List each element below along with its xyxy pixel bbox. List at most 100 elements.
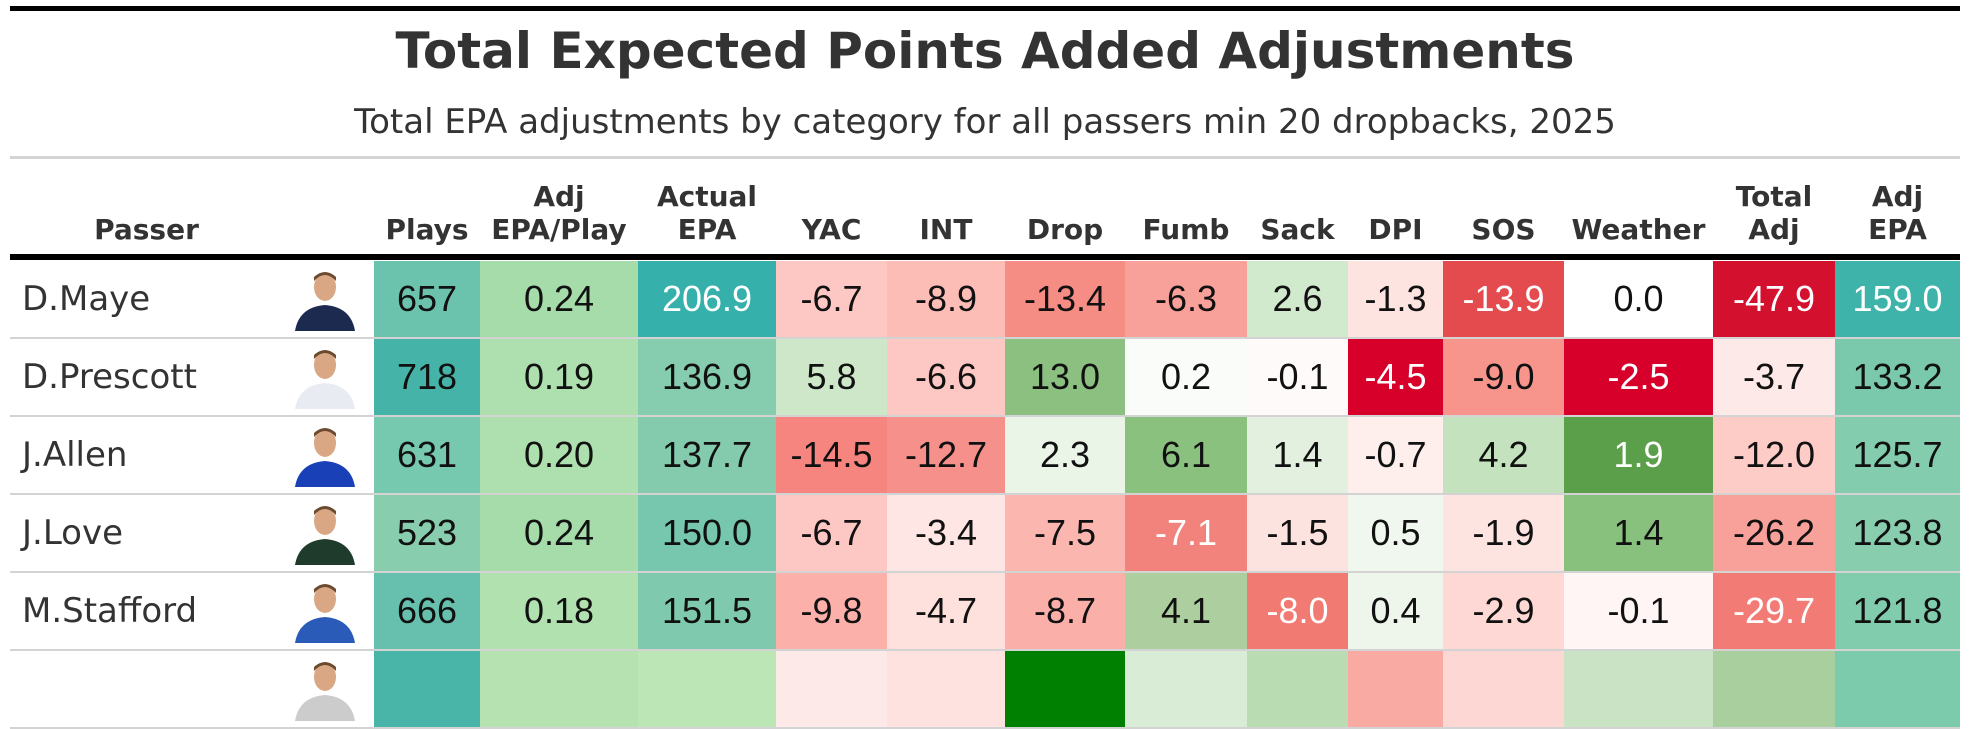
top-rule — [10, 6, 1960, 11]
value-cell: -7.1 — [1125, 495, 1247, 571]
column-header: Sack — [1260, 213, 1335, 246]
value-cell: -8.0 — [1247, 573, 1348, 649]
value-cell: -0.1 — [1564, 573, 1713, 649]
value-cell — [776, 651, 887, 727]
value-cell: -6.7 — [776, 261, 887, 337]
value-cell: -8.9 — [887, 261, 1005, 337]
value-cell: -1.5 — [1247, 495, 1348, 571]
value-cell: 631 — [374, 417, 480, 493]
passer-headshot — [289, 501, 361, 565]
value-cell: 1.4 — [1564, 495, 1713, 571]
value-cell — [1348, 651, 1443, 727]
value-cell: -12.0 — [1713, 417, 1835, 493]
value-cell: 125.7 — [1835, 417, 1960, 493]
value-cell: -0.7 — [1348, 417, 1443, 493]
value-cell: 1.9 — [1564, 417, 1713, 493]
value-cell: 150.0 — [638, 495, 776, 571]
passer-name: D.Prescott — [22, 357, 197, 397]
value-cell: 657 — [374, 261, 480, 337]
row-divider — [10, 493, 1960, 495]
value-cell: 0.0 — [1564, 261, 1713, 337]
value-cell: 151.5 — [638, 573, 776, 649]
table-row: D.Prescott 718 0.19 136.9 5.8 -6.6 13.0 0.2 -0.1… — [0, 339, 1970, 417]
column-header: Adj EPA/Play — [491, 180, 627, 246]
passer-headshot — [289, 345, 361, 409]
value-cell — [1125, 651, 1247, 727]
passer-name: D.Maye — [22, 279, 151, 319]
table-row: J.Love 523 0.24 150.0 -6.7 -3.4 -7.5 -7.1 -1.5 0.… — [0, 495, 1970, 573]
value-cell — [480, 651, 638, 727]
value-cell: -8.7 — [1005, 573, 1125, 649]
row-divider — [10, 649, 1960, 651]
column-header: INT — [919, 213, 973, 246]
passer-headshot — [289, 657, 361, 721]
value-cell: 4.2 — [1443, 417, 1564, 493]
value-cell: 4.1 — [1125, 573, 1247, 649]
value-cell: -1.9 — [1443, 495, 1564, 571]
value-cell: 523 — [374, 495, 480, 571]
row-divider — [10, 337, 1960, 339]
value-cell: -14.5 — [776, 417, 887, 493]
value-cell: -4.7 — [887, 573, 1005, 649]
value-cell: -4.5 — [1348, 339, 1443, 415]
value-cell: -9.8 — [776, 573, 887, 649]
value-cell: 1.4 — [1247, 417, 1348, 493]
table-row: M.Stafford 666 0.18 151.5 -9.8 -4.7 -8.7 4.1 -8.… — [0, 573, 1970, 651]
value-cell: 718 — [374, 339, 480, 415]
value-cell: -47.9 — [1713, 261, 1835, 337]
value-cell: -3.4 — [887, 495, 1005, 571]
value-cell: 0.4 — [1348, 573, 1443, 649]
value-cell — [1564, 651, 1713, 727]
value-cell: 133.2 — [1835, 339, 1960, 415]
passer-name — [10, 651, 283, 727]
table-subtitle: Total EPA adjustments by category for al… — [354, 102, 1616, 142]
value-cell: 0.19 — [480, 339, 638, 415]
passer-headshot — [289, 579, 361, 643]
column-header: YAC — [801, 213, 862, 246]
column-header: Actual EPA — [656, 180, 758, 246]
value-cell: 0.20 — [480, 417, 638, 493]
value-cell: -26.2 — [1713, 495, 1835, 571]
column-header: Plays — [385, 213, 469, 246]
row-divider — [10, 415, 1960, 417]
value-cell: 13.0 — [1005, 339, 1125, 415]
value-cell: 137.7 — [638, 417, 776, 493]
column-header: DPI — [1368, 213, 1423, 246]
value-cell — [887, 651, 1005, 727]
column-header: Weather — [1571, 213, 1706, 246]
value-cell: 0.24 — [480, 495, 638, 571]
column-header: Total Adj — [1735, 180, 1813, 246]
value-cell: -2.9 — [1443, 573, 1564, 649]
value-cell: -0.1 — [1247, 339, 1348, 415]
value-cell: -13.4 — [1005, 261, 1125, 337]
value-cell: -13.9 — [1443, 261, 1564, 337]
value-cell: 0.5 — [1348, 495, 1443, 571]
header-rule — [10, 254, 1960, 260]
value-cell — [1247, 651, 1348, 727]
value-cell: -9.0 — [1443, 339, 1564, 415]
value-cell: -1.3 — [1348, 261, 1443, 337]
value-cell: -6.3 — [1125, 261, 1247, 337]
value-cell: -6.7 — [776, 495, 887, 571]
value-cell — [1443, 651, 1564, 727]
value-cell: 2.3 — [1005, 417, 1125, 493]
row-divider — [10, 571, 1960, 573]
value-cell: -29.7 — [1713, 573, 1835, 649]
passer-headshot — [289, 267, 361, 331]
column-header: Drop — [1026, 213, 1104, 246]
table-row: D.Maye 657 0.24 206.9 -6.7 -8.9 -13.4 -6.3 2.6 -1… — [0, 261, 1970, 339]
title-separator — [10, 156, 1960, 159]
value-cell: -7.5 — [1005, 495, 1125, 571]
value-cell: 136.9 — [638, 339, 776, 415]
value-cell: -2.5 — [1564, 339, 1713, 415]
value-cell: 123.8 — [1835, 495, 1960, 571]
passer-name: J.Love — [22, 513, 124, 553]
table-row: J.Allen 631 0.20 137.7 -14.5 -12.7 2.3 6.1 1.4 -0… — [0, 417, 1970, 495]
value-cell — [1835, 651, 1960, 727]
value-cell — [1713, 651, 1835, 727]
value-cell: -12.7 — [887, 417, 1005, 493]
column-header — [283, 160, 374, 254]
value-cell: -6.6 — [887, 339, 1005, 415]
passer-name: M.Stafford — [22, 591, 198, 631]
value-cell: 159.0 — [1835, 261, 1960, 337]
